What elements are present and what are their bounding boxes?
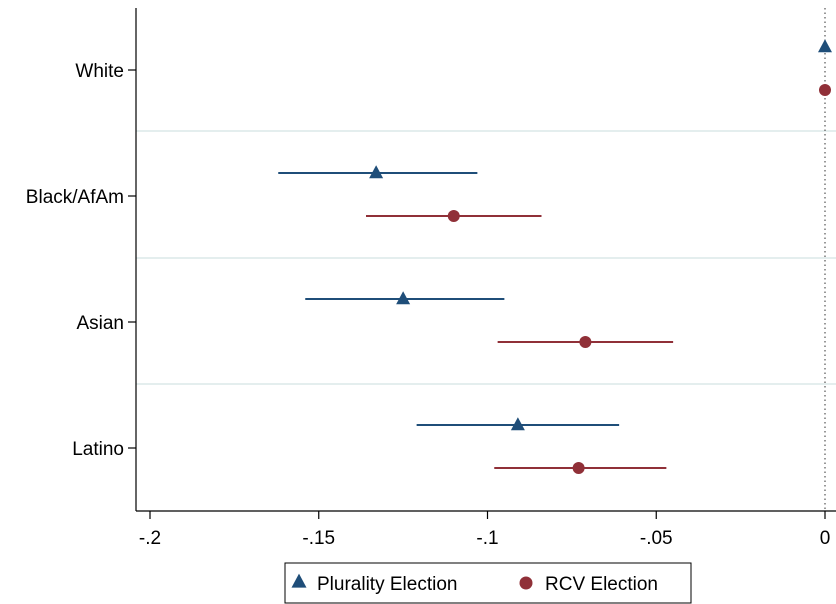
y-tick-label-white: White xyxy=(75,61,124,82)
x-tick-label-0: -.2 xyxy=(139,528,161,549)
point-plurality-election-white xyxy=(818,39,832,53)
point-rcv-election-white xyxy=(819,84,831,96)
point-plurality-election-latino xyxy=(510,417,525,431)
point-rcv-election-black-afam xyxy=(447,210,460,222)
legend-box xyxy=(284,562,692,604)
x-tick-label-3: -.05 xyxy=(640,528,673,549)
point-rcv-election-asian xyxy=(579,336,592,348)
legend: Plurality Election RCV Election xyxy=(284,562,692,604)
x-tick-label-4: 0 xyxy=(820,528,831,549)
axes-layer: -.2 -.15 -.1 -.05 0 White Black/AfAm Asian Latin… xyxy=(26,8,836,549)
point-rcv-election-latino xyxy=(572,462,585,474)
legend-marker-rcv-circle-icon xyxy=(519,576,533,590)
legend-label-plurality: Plurality Election xyxy=(317,574,457,595)
x-tick-label-2: -.1 xyxy=(476,528,498,549)
point-plurality-election-black-afam xyxy=(369,165,384,179)
y-tick-label-asian: Asian xyxy=(76,313,124,334)
y-tick-label-latino: Latino xyxy=(72,439,124,460)
x-tick-label-1: -.15 xyxy=(302,528,335,549)
point-plurality-election-asian xyxy=(396,291,411,305)
marks-layer xyxy=(278,39,832,474)
legend-label-rcv: RCV Election xyxy=(545,574,658,595)
y-tick-label-black-afam: Black/AfAm xyxy=(26,187,124,208)
grid-layer xyxy=(136,8,836,511)
legend-marker-plurality-triangle-icon xyxy=(291,573,307,588)
